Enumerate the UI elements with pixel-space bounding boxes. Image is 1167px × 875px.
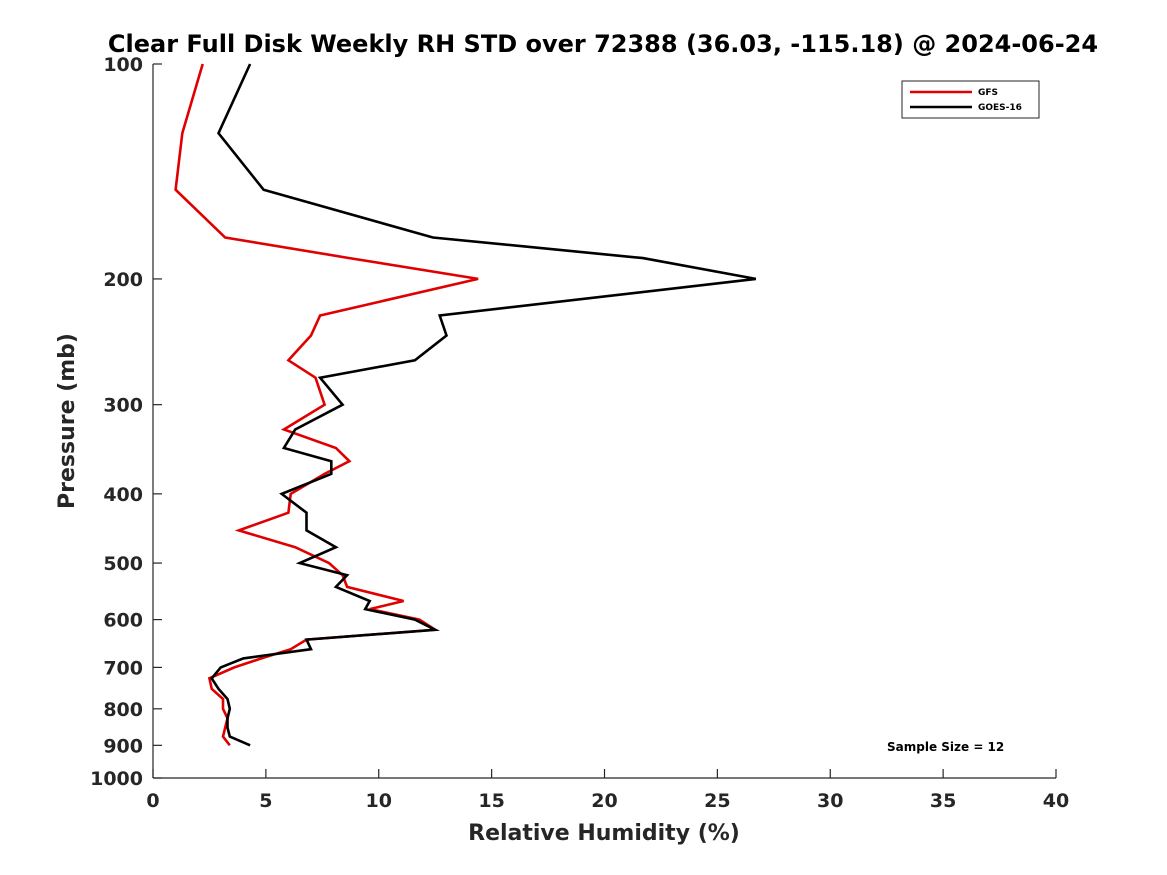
x-tick-label: 5 <box>259 790 272 812</box>
series-line-goes-16 <box>210 63 757 747</box>
y-tick-label: 700 <box>103 657 143 679</box>
x-tick-label: 30 <box>817 790 843 812</box>
y-tick-label: 200 <box>103 269 143 291</box>
x-tick-label: 20 <box>591 790 617 812</box>
x-tick-label: 10 <box>366 790 392 812</box>
plot-area <box>152 64 1056 779</box>
x-tick-label: 0 <box>146 790 159 812</box>
y-tick-label: 900 <box>103 735 143 757</box>
legend-box <box>901 80 1040 119</box>
y-tick-label: 100 <box>103 54 143 76</box>
x-axis-label: Relative Humidity (%) <box>468 821 740 846</box>
legend-label-gfs: GFS <box>978 88 998 98</box>
chart-title: Clear Full Disk Weekly RH STD over 72388… <box>108 30 1098 58</box>
legend: GFS GOES-16 <box>901 80 1040 119</box>
y-tick-label: 500 <box>103 553 143 575</box>
x-tick-label: 15 <box>478 790 504 812</box>
y-tick-label: 1000 <box>90 768 143 790</box>
y-axis: 100 200 300 400 500 600 700 800 900 1000 <box>90 54 162 790</box>
y-tick-label: 400 <box>103 484 143 506</box>
y-axis-label: Pressure (mb) <box>55 333 80 509</box>
y-tick-label: 800 <box>103 699 143 721</box>
series-lines <box>174 63 757 747</box>
sample-size-annotation: Sample Size = 12 <box>887 740 1004 754</box>
y-tick-label: 300 <box>103 395 143 417</box>
legend-label-goes-16: GOES-16 <box>978 103 1022 113</box>
x-axis: 0 5 10 15 20 25 30 35 40 <box>146 769 1069 812</box>
x-tick-label: 40 <box>1043 790 1069 812</box>
series-line-gfs <box>174 63 479 747</box>
x-tick-label: 35 <box>930 790 956 812</box>
y-tick-label: 600 <box>103 610 143 632</box>
x-tick-label: 25 <box>704 790 730 812</box>
